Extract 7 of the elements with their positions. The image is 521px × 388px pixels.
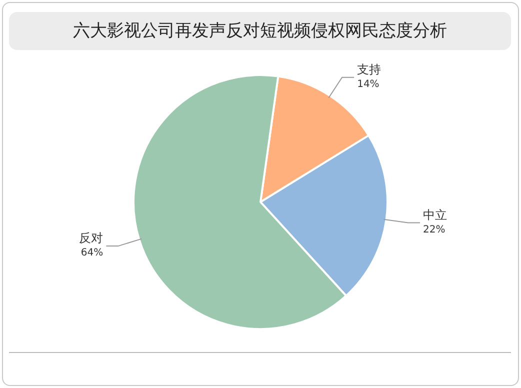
data-label: 14% [357, 78, 380, 90]
slice-label: 反对 [79, 231, 104, 246]
data-label: 64% [80, 248, 104, 259]
data-label: 22% [423, 224, 446, 236]
chart-title: 六大影视公司再发声反对短视频侵权网民态度分析 [9, 12, 511, 50]
slice-label: 支持 [357, 62, 382, 76]
slice-label: 中立 [423, 208, 448, 222]
